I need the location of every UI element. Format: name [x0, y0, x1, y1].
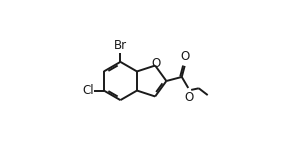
Text: O: O	[185, 91, 194, 104]
Text: O: O	[180, 50, 189, 63]
Text: Cl: Cl	[82, 84, 94, 97]
Text: Br: Br	[114, 39, 127, 52]
Text: O: O	[151, 57, 160, 70]
